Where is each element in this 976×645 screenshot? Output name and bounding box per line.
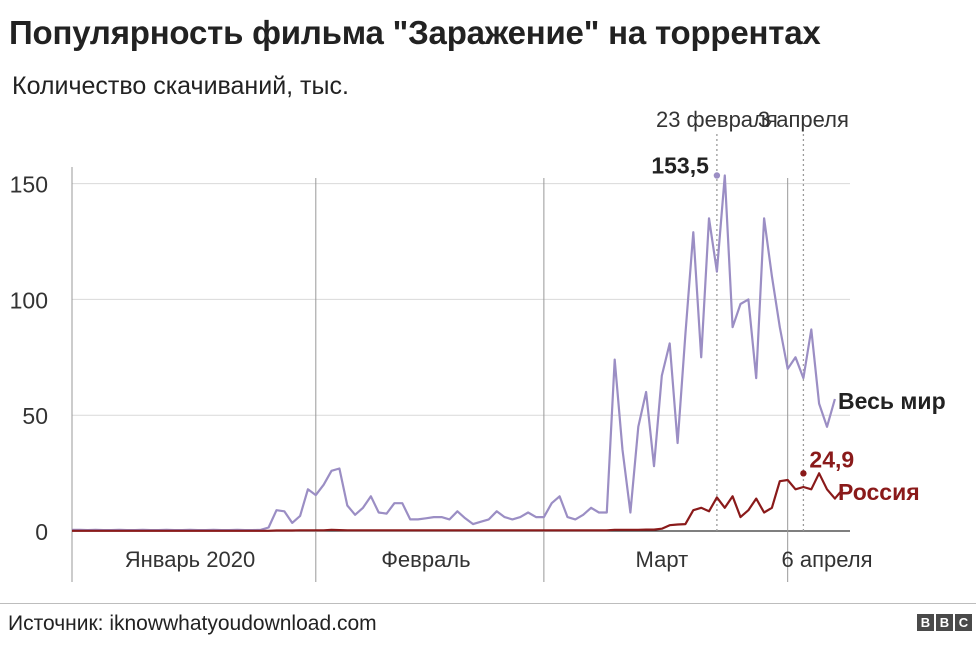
grid-layer <box>71 167 850 582</box>
date-marker-label: 23 февраля <box>656 107 778 132</box>
bbc-logo-letter: B <box>917 614 934 631</box>
bbc-logo: B B C <box>917 614 972 631</box>
axis-labels: 0 50 100 150 Январь 2020 Февраль Март 6 апреля <box>10 172 873 572</box>
y-axis-label: Количество скачиваний, тыс. <box>12 72 349 100</box>
annotation-dot <box>800 470 807 477</box>
footer-divider <box>0 603 976 604</box>
x-tick-label: Март <box>636 547 689 572</box>
bbc-logo-letter: C <box>955 614 972 631</box>
y-tick-label: 50 <box>22 403 48 429</box>
annotation-label: 24,9 <box>809 446 854 472</box>
series-label-world: Весь мир <box>838 388 946 414</box>
y-tick-label: 100 <box>10 287 48 313</box>
source-text: Источник: iknowwhatyoudownload.com <box>8 612 377 635</box>
x-tick-label: 6 апреля <box>782 547 873 572</box>
series-line-russia <box>72 472 844 532</box>
y-tick-label: 150 <box>10 172 48 198</box>
series-lines <box>72 174 844 532</box>
annotation-label: 153,5 <box>651 152 709 178</box>
series-line-world <box>72 174 836 532</box>
series-label-russia: Россия <box>838 479 920 505</box>
annotation-dot <box>713 172 721 179</box>
annotations: Весь мир Россия 153,5 24,9 <box>651 152 945 505</box>
x-tick-label: Февраль <box>381 547 470 572</box>
x-tick-label: Январь 2020 <box>125 547 255 572</box>
date-marker-label: 3 апреля <box>758 107 849 132</box>
bbc-logo-letter: B <box>936 614 953 631</box>
month-separators <box>315 178 789 582</box>
y-tick-label: 0 <box>35 519 48 545</box>
chart-title: Популярность фильма "Заражение" на торре… <box>9 14 821 51</box>
